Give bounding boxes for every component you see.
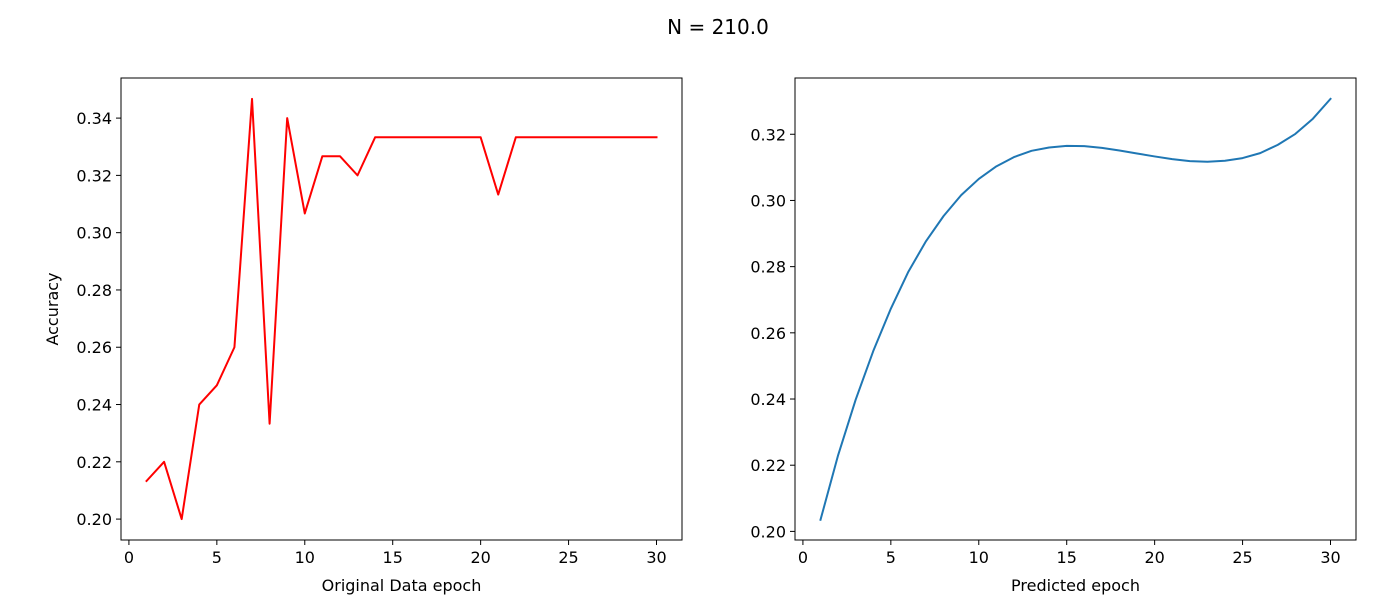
x-tick-label: 5 xyxy=(212,548,222,567)
y-tick-label: 0.22 xyxy=(750,456,786,475)
x-tick-label: 15 xyxy=(1057,548,1077,567)
x-tick-label: 10 xyxy=(295,548,315,567)
series-line-0 xyxy=(145,97,658,521)
y-tick-label: 0.20 xyxy=(750,522,786,541)
y-tick-label: 0.28 xyxy=(750,258,786,277)
x-tick-label: 25 xyxy=(558,548,578,567)
y-tick-label: 0.32 xyxy=(750,125,786,144)
plot-frame xyxy=(794,77,1357,541)
x-tick-label: 0 xyxy=(124,548,134,567)
y-tick-label: 0.32 xyxy=(76,166,112,185)
x-axis-title: Original Data epoch xyxy=(322,576,482,595)
x-tick-label: 5 xyxy=(886,548,896,567)
y-tick-label: 0.30 xyxy=(750,191,786,210)
y-tick-label: 0.24 xyxy=(76,396,112,415)
y-tick-label: 0.22 xyxy=(76,453,112,472)
x-tick-label: 30 xyxy=(646,548,666,567)
series-line-0 xyxy=(819,97,1332,522)
y-tick-label: 0.26 xyxy=(750,324,786,343)
x-axis-title: Predicted epoch xyxy=(1011,576,1140,595)
left-chart-original-data: 0 5 10 15 20 25 30 0.20 0.22 0.24 0.26 0.28 0.30 0.32… xyxy=(43,77,683,595)
y-tick-label: 0.34 xyxy=(76,109,112,128)
y-tick-label: 0.24 xyxy=(750,390,786,409)
plot-frame xyxy=(120,77,683,541)
y-tick-label: 0.26 xyxy=(76,338,112,357)
y-axis-title: Accuracy xyxy=(43,272,62,345)
figure-title: N = 210.0 xyxy=(667,15,769,39)
y-tick-label: 0.30 xyxy=(76,224,112,243)
x-tick-label: 0 xyxy=(798,548,808,567)
x-tick-label: 20 xyxy=(1144,548,1164,567)
x-tick-label: 25 xyxy=(1232,548,1252,567)
x-tick-label: 20 xyxy=(470,548,490,567)
x-tick-label: 10 xyxy=(969,548,989,567)
x-tick-label: 15 xyxy=(383,548,403,567)
right-chart-predicted: 0 5 10 15 20 25 30 0.20 0.22 0.24 0.26 0.28 0.30 0.32… xyxy=(750,77,1357,595)
y-tick-label: 0.20 xyxy=(76,510,112,529)
x-tick-label: 30 xyxy=(1320,548,1340,567)
y-tick-label: 0.28 xyxy=(76,281,112,300)
